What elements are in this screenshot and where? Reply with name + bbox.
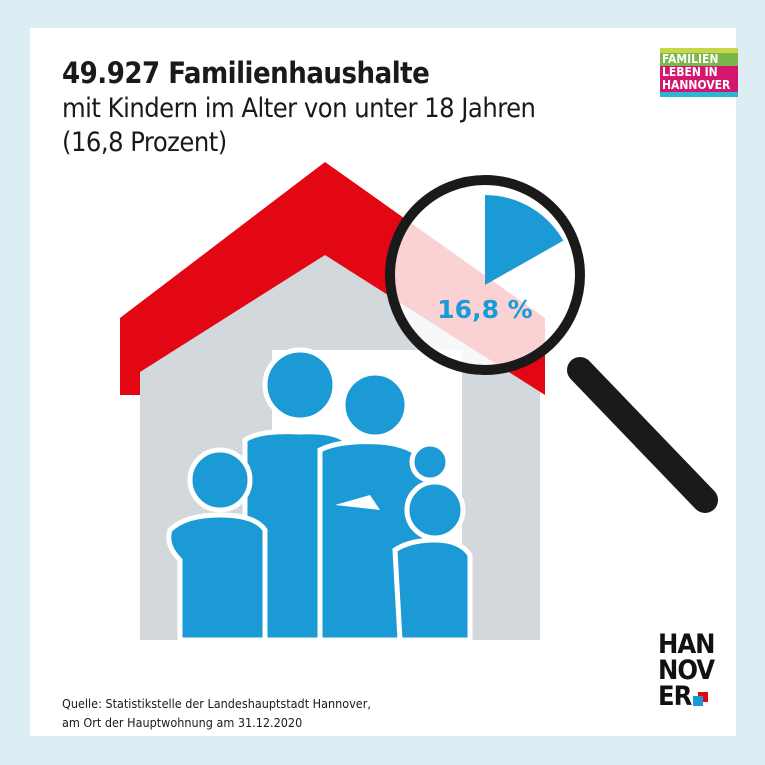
logo-line: HANNOVER: [660, 79, 738, 92]
headline: 49.927 Familienhaushalte: [62, 56, 430, 90]
source-line-2: am Ort der Hauptwohnung am 31.12.2020: [62, 715, 303, 730]
logo-line: NOV: [658, 655, 715, 686]
subtitle-line-1: mit Kindern im Alter von unter 18 Jahren: [62, 93, 536, 124]
subtitle-line-2: (16,8 Prozent): [62, 127, 227, 158]
subtitle: mit Kindern im Alter von unter 18 Jahren…: [62, 92, 536, 160]
pie-slice: [485, 195, 564, 285]
logo-line: HAN: [658, 632, 715, 660]
baby-bottle-icon: [335, 495, 380, 510]
source-note: Quelle: Statistikstelle der Landeshaupts…: [62, 694, 371, 732]
logo-line: LEBEN IN: [660, 66, 738, 79]
hannover-logo: HAN NOV ER: [658, 632, 718, 710]
familien-leben-logo: FAMILIEN LEBEN IN HANNOVER: [660, 48, 738, 108]
logo-line: ER: [658, 681, 692, 710]
magnifier-value: 16,8 %: [437, 295, 532, 324]
magnifier-icon: [385, 175, 718, 513]
logo-line: FAMILIEN: [660, 53, 738, 66]
family-icon: [166, 347, 473, 643]
source-line-1: Quelle: Statistikstelle der Landeshaupts…: [62, 696, 371, 711]
